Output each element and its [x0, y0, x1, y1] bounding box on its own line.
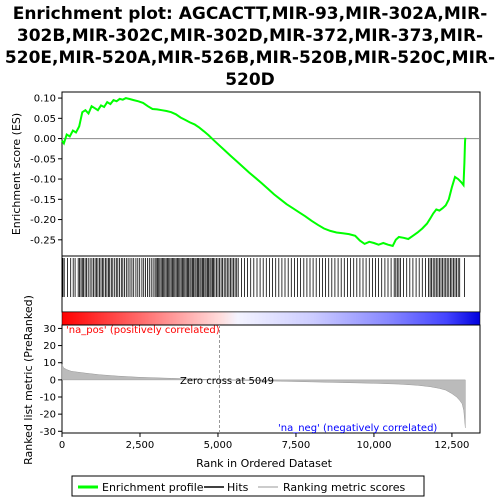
ranking-metric-area	[61, 364, 466, 428]
chart-title-line-4: 520D	[225, 70, 275, 90]
enrichment-profile-line	[61, 97, 467, 248]
x-tick-label: 2,500	[126, 440, 155, 451]
metric-y-tick-label: 10	[43, 358, 56, 369]
metric-y-ticks: 30 20 10 0 -10 -20 -30	[40, 324, 62, 438]
chart-title-line-2: 302B,MIR-302C,MIR-302D,MIR-372,MIR-373,M…	[17, 26, 483, 46]
x-tick-label: 5,000	[204, 440, 233, 451]
x-tick-label: 0	[59, 440, 65, 451]
x-tick-label: 7,500	[282, 440, 311, 451]
metric-y-tick-label: 30	[43, 324, 56, 335]
es-y-tick-label: -0.15	[30, 195, 56, 206]
legend-box	[71, 475, 425, 497]
legend-hits-label: Hits	[227, 481, 249, 494]
x-tick-label: 10,000	[356, 440, 391, 451]
metric-y-tick-label: -10	[40, 393, 56, 404]
chart-title-line-1: Enrichment plot: AGCACTT,MIR-93,MIR-302A…	[13, 4, 488, 24]
es-y-tick-label: -0.10	[30, 175, 56, 186]
chart-title-line-3: 520E,MIR-520A,MIR-526B,MIR-520B,MIR-520C…	[5, 48, 495, 68]
x-axis-label: Rank in Ordered Dataset	[196, 457, 333, 470]
pos-correlation-label: 'na_pos' (positively correlated)	[66, 325, 220, 336]
metric-y-axis-label: Ranked list metric (PreRanked)	[22, 295, 35, 465]
es-y-axis-label: Enrichment score (ES)	[10, 113, 23, 235]
es-y-tick-label: -0.20	[30, 215, 56, 226]
metric-y-tick-label: 20	[43, 341, 56, 352]
metric-y-tick-label: -20	[40, 410, 56, 421]
es-y-tick-label: 0.10	[34, 94, 56, 105]
legend-metric-label: Ranking metric scores	[283, 481, 405, 494]
zero-cross-label: Zero cross at 5049	[180, 376, 274, 387]
es-y-tick-label: -0.05	[30, 154, 56, 165]
es-panel-frame	[61, 91, 481, 257]
metric-y-tick-label: -30	[40, 427, 56, 438]
chart-title: Enrichment plot: AGCACTT,MIR-93,MIR-302A…	[5, 4, 495, 90]
metric-y-tick-label: 0	[50, 375, 56, 386]
legend-enrichment-label: Enrichment profile	[102, 481, 204, 494]
es-y-tick-label: 0.00	[34, 134, 56, 145]
es-y-tick-label: -0.25	[30, 235, 56, 246]
legend: Enrichment profile Hits Ranking metric s…	[71, 475, 425, 497]
ranking-color-bar	[61, 311, 481, 326]
es-y-ticks: 0.10 0.05 0.00 -0.05 -0.10 -0.15 -0.20 -0.25	[30, 94, 62, 246]
es-y-tick-label: 0.05	[34, 114, 56, 125]
x-tick-label: 12,500	[434, 440, 469, 451]
hit-marks	[62, 258, 465, 297]
neg-correlation-label: 'na_neg' (negatively correlated)	[278, 423, 437, 434]
x-ticks: 0 2,500 5,000 7,500 10,000 12,500	[59, 433, 469, 451]
